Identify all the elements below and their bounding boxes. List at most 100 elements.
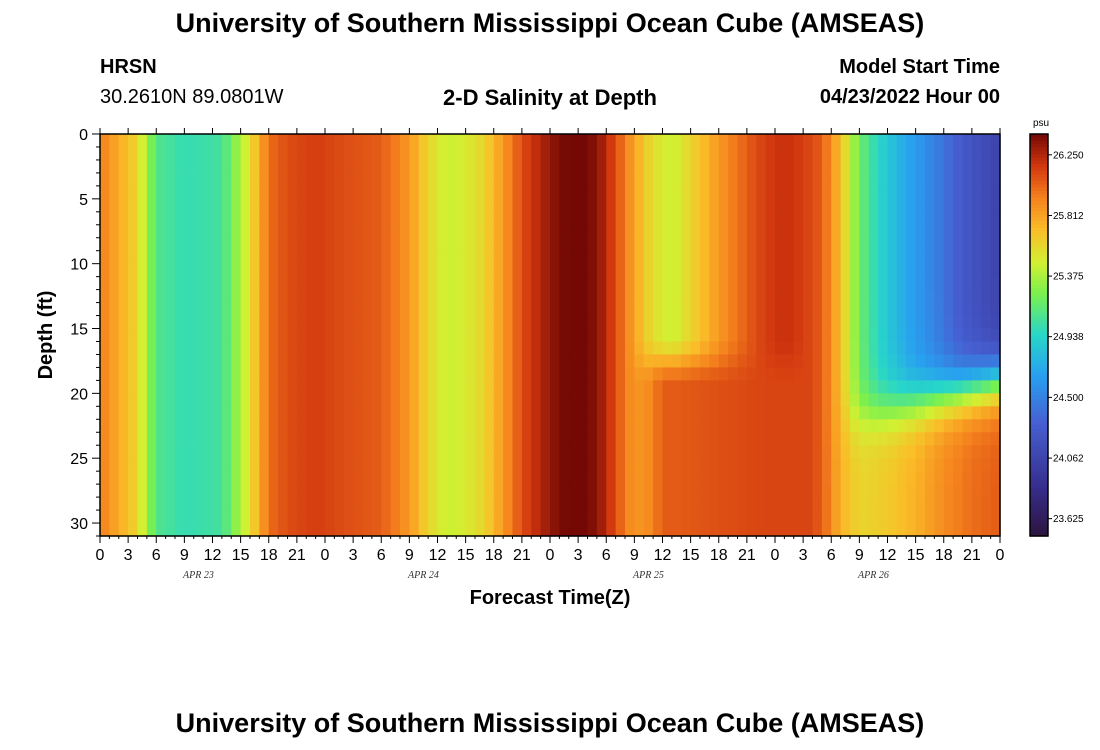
heatmap-cell [390, 315, 401, 330]
heatmap-cell [484, 432, 495, 446]
heatmap-cell [334, 510, 345, 524]
heatmap-cell [737, 302, 748, 317]
heatmap-cell [934, 146, 945, 161]
heatmap-cell [728, 159, 739, 174]
heatmap-cell [634, 315, 645, 330]
heatmap-cell [943, 211, 954, 226]
heatmap-cell [793, 354, 804, 369]
heatmap-cell [531, 393, 542, 407]
heatmap-cell [353, 328, 364, 343]
heatmap-cell [981, 484, 992, 498]
heatmap-cell [381, 419, 392, 433]
heatmap-cell [437, 458, 448, 472]
heatmap-cell [287, 159, 298, 174]
heatmap-cell [925, 159, 935, 174]
heatmap-cell [878, 406, 889, 420]
heatmap-cell [596, 354, 607, 369]
heatmap-cell [653, 471, 664, 485]
heatmap-cell [128, 328, 139, 343]
heatmap-cell [212, 471, 223, 485]
heatmap-cell [840, 276, 851, 291]
heatmap-cell [728, 380, 739, 394]
heatmap-cell [812, 185, 823, 200]
heatmap-cell [559, 367, 570, 381]
heatmap-cell [568, 198, 579, 213]
heatmap-cell [925, 302, 935, 317]
heatmap-cell [353, 458, 364, 472]
heatmap-cell [184, 445, 195, 459]
heatmap-cell [700, 523, 710, 537]
heatmap-cell [953, 458, 964, 472]
heatmap-cell [475, 146, 485, 161]
heatmap-cell [212, 198, 223, 213]
heatmap-cell [850, 406, 860, 420]
heatmap-cell [990, 432, 1001, 446]
heatmap-cell [193, 393, 204, 407]
heatmap-cell [362, 159, 373, 174]
heatmap-cell [287, 185, 298, 200]
heatmap-cell [990, 510, 1001, 524]
heatmap-cell [709, 263, 720, 278]
heatmap-cell [906, 393, 917, 407]
heatmap-cell [775, 159, 785, 174]
colorbar-segment [1030, 184, 1048, 189]
colorbar-segment [1030, 418, 1048, 423]
heatmap-cell [165, 237, 176, 252]
heatmap-cell [278, 419, 289, 433]
heatmap-cell [859, 497, 870, 511]
heatmap-cell [203, 432, 214, 446]
heatmap-cell [240, 237, 251, 252]
heatmap-cell [681, 419, 692, 433]
heatmap-cell [550, 185, 560, 200]
heatmap-cell [400, 185, 410, 200]
heatmap-cell [306, 380, 317, 394]
heatmap-cell [709, 471, 720, 485]
heatmap-cell [690, 289, 701, 304]
heatmap-cell [728, 497, 739, 511]
colorbar-segment [1030, 308, 1048, 313]
heatmap-cell [662, 289, 673, 304]
heatmap-cell [362, 484, 373, 498]
heatmap-cell [896, 484, 907, 498]
heatmap-cell [325, 458, 335, 472]
heatmap-cell [840, 146, 851, 161]
heatmap-cell [531, 484, 542, 498]
heatmap-cell [437, 211, 448, 226]
heatmap-cell [793, 211, 804, 226]
heatmap-cell [306, 393, 317, 407]
heatmap-cell [109, 380, 120, 394]
heatmap-cell [287, 406, 298, 420]
heatmap-cell [831, 341, 842, 356]
x-date-label: APR 25 [632, 570, 664, 581]
heatmap-cell [812, 380, 823, 394]
heatmap-cell [568, 224, 579, 239]
heatmap-cell [231, 419, 242, 433]
heatmap-cell [128, 458, 139, 472]
heatmap-cell [578, 458, 589, 472]
heatmap-cell [175, 172, 185, 187]
heatmap-cell [146, 393, 157, 407]
heatmap-cell [690, 237, 701, 252]
heatmap-cell [456, 263, 467, 278]
heatmap-cell [850, 341, 860, 356]
heatmap-cell [137, 380, 148, 394]
heatmap-cell [981, 146, 992, 161]
heatmap-cell [596, 523, 607, 537]
heatmap-cell [850, 484, 860, 498]
heatmap-cell [137, 354, 148, 369]
heatmap-cell [231, 445, 242, 459]
heatmap-cell [887, 134, 898, 148]
heatmap-cell [315, 419, 326, 433]
heatmap-cell [746, 523, 757, 537]
colorbar-segment [1030, 281, 1048, 286]
heatmap-cell [953, 419, 964, 433]
heatmap-cell [428, 159, 439, 174]
heatmap-cell [803, 523, 814, 537]
colorbar-segment [1030, 164, 1048, 169]
heatmap-cell [746, 146, 757, 161]
heatmap-cell [137, 185, 148, 200]
heatmap-cell [671, 198, 682, 213]
heatmap-cell [737, 393, 748, 407]
heatmap-cell [568, 146, 579, 161]
